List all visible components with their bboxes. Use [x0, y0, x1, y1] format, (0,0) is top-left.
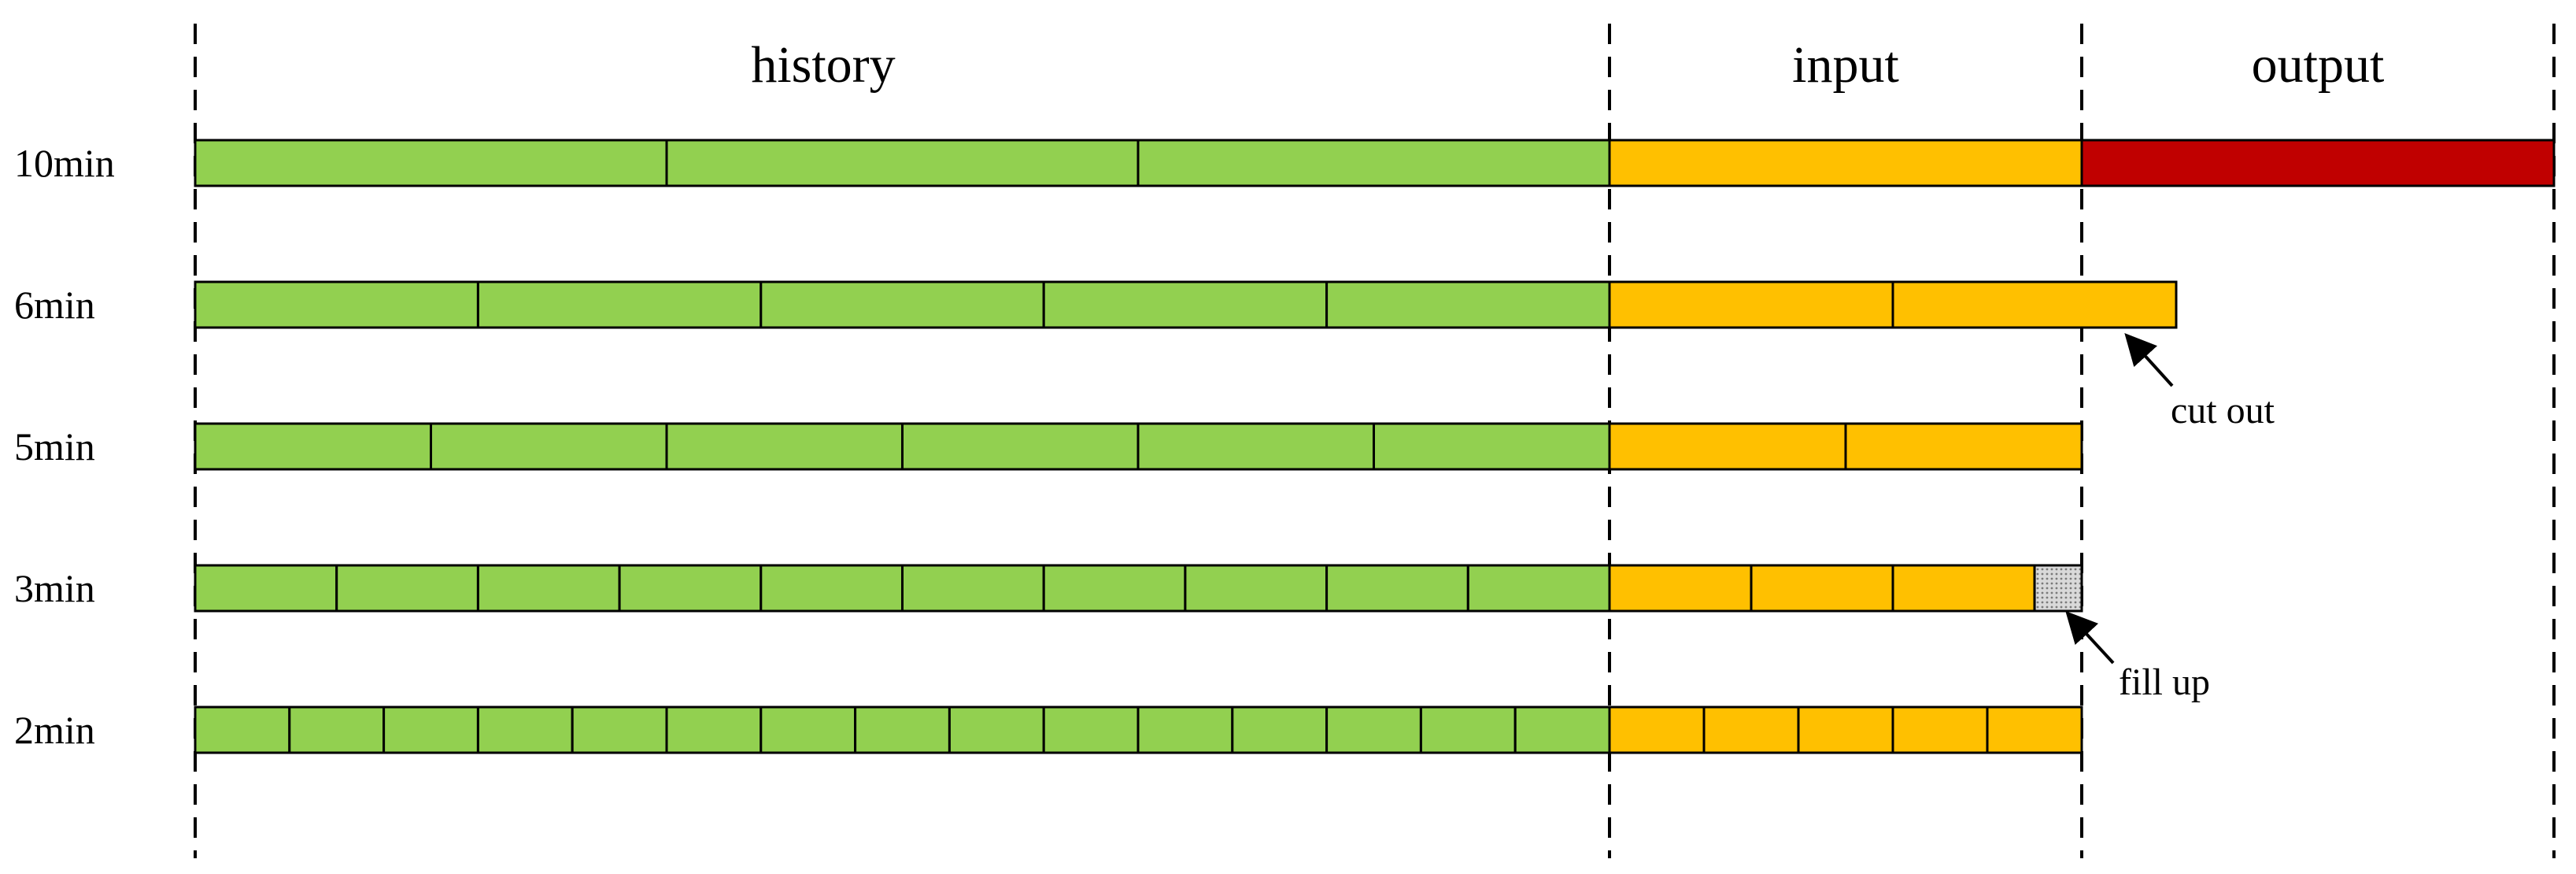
- row-label: 2min: [14, 708, 95, 752]
- history-segment: [1325, 564, 1469, 613]
- history-segment: [1042, 564, 1187, 613]
- history-segment: [194, 139, 668, 187]
- history-segment: [618, 564, 763, 613]
- input-segment: [1844, 422, 2083, 471]
- row-6min: 6min: [14, 280, 2178, 329]
- input-segment: [1608, 422, 1847, 471]
- input-segment: [1608, 705, 1706, 754]
- input-segment: [1891, 280, 2178, 329]
- input-segment: [1797, 705, 1894, 754]
- input-segment: [1702, 705, 1800, 754]
- history-segment: [1184, 564, 1329, 613]
- header-output: output: [2252, 36, 2385, 94]
- history-segment: [476, 705, 574, 754]
- history-segment: [901, 564, 1045, 613]
- history-segment: [1042, 705, 1140, 754]
- history-segment: [335, 564, 479, 613]
- history-segment: [383, 705, 479, 754]
- input-segment: [1608, 280, 1894, 329]
- bar-rows: 10min 6min 5min 3min 2min: [14, 139, 2556, 754]
- history-segment: [854, 705, 951, 754]
- annotation-fill-up: fill up: [2065, 611, 2210, 703]
- history-segment: [1513, 705, 1611, 754]
- input-segment: [1608, 564, 1753, 613]
- history-segment: [1419, 705, 1517, 754]
- history-segment: [1136, 422, 1375, 471]
- history-segment: [194, 564, 338, 613]
- history-segment: [571, 705, 668, 754]
- row-label: 10min: [14, 141, 115, 185]
- fill-up-arrow: [2065, 611, 2115, 665]
- input-segment: [1608, 139, 2083, 187]
- header-input: input: [1792, 36, 1899, 94]
- history-segment: [948, 705, 1045, 754]
- row-3min: 3min: [14, 564, 2083, 613]
- history-segment: [759, 705, 857, 754]
- row-10min: 10min: [14, 139, 2556, 187]
- history-segment: [1466, 564, 1611, 613]
- history-segment: [430, 422, 668, 471]
- history-segment: [665, 422, 904, 471]
- history-segment: [759, 564, 904, 613]
- history-segment: [1325, 705, 1422, 754]
- row-label: 3min: [14, 566, 95, 610]
- history-segment: [901, 422, 1140, 471]
- history-segment: [1042, 280, 1329, 329]
- history-segment: [759, 280, 1045, 329]
- row-5min: 5min: [14, 422, 2083, 471]
- history-segment: [194, 705, 291, 754]
- history-segment: [1136, 705, 1234, 754]
- history-segment: [194, 280, 479, 329]
- cut-out-label: cut out: [2171, 390, 2275, 431]
- history-segment: [1136, 139, 1611, 187]
- history-segment: [476, 280, 763, 329]
- annotation-cut-out: cut out: [2124, 333, 2275, 431]
- history-segment: [476, 564, 621, 613]
- row-2min: 2min: [14, 705, 2083, 754]
- history-segment: [1373, 422, 1611, 471]
- history-segment: [665, 139, 1140, 187]
- input-segment: [1891, 564, 2036, 613]
- history-segment: [1325, 280, 1611, 329]
- history-segment: [665, 705, 763, 754]
- input-segment: [1891, 705, 1989, 754]
- cut-out-arrow: [2124, 333, 2174, 387]
- row-label: 5min: [14, 424, 95, 468]
- input-segment: [1750, 564, 1894, 613]
- history-segment: [1231, 705, 1329, 754]
- history-segment: [194, 422, 432, 471]
- fill-up-padding: [2033, 564, 2083, 613]
- header-history: history: [751, 36, 895, 94]
- fill-up-label: fill up: [2119, 661, 2210, 703]
- row-label: 6min: [14, 283, 95, 327]
- output-segment: [2080, 139, 2556, 187]
- history-segment: [288, 705, 386, 754]
- input-segment: [1986, 705, 2083, 754]
